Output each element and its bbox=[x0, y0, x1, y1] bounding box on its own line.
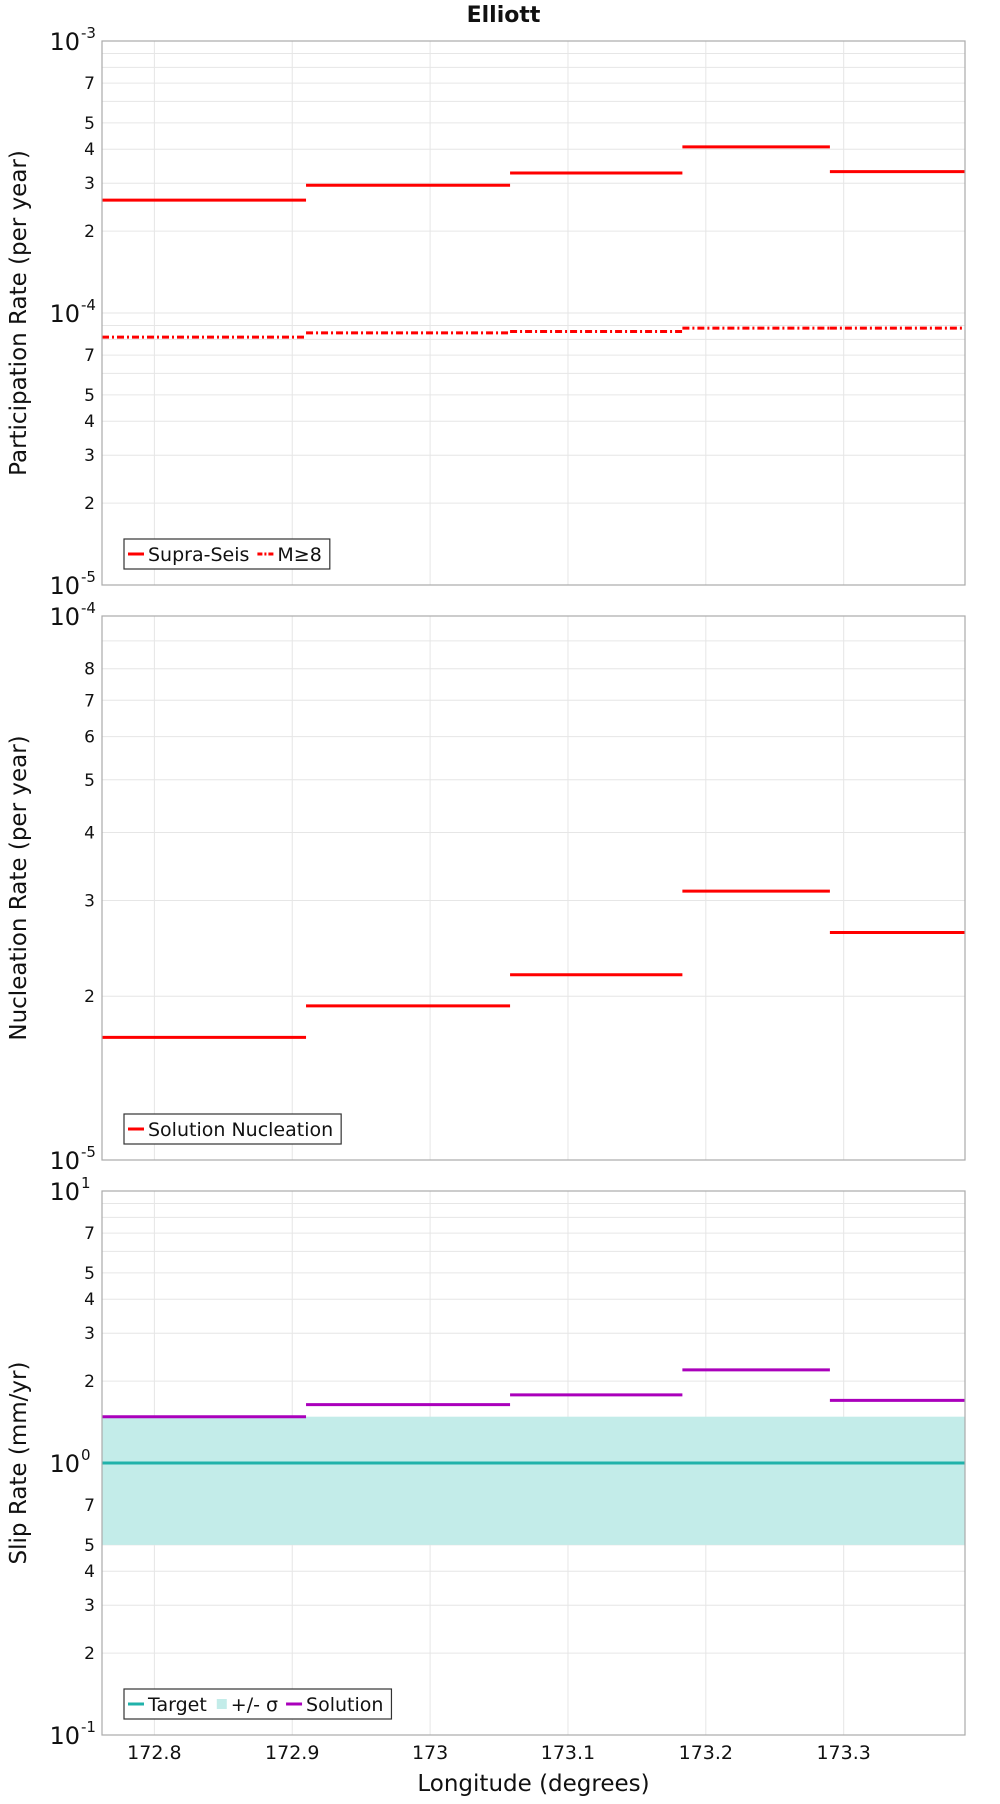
y-tick-major-base: 10 bbox=[49, 1722, 80, 1750]
y-tick-label: 2 bbox=[84, 1372, 95, 1392]
y-tick-label: 7 bbox=[84, 74, 95, 94]
sigma-band bbox=[102, 1416, 965, 1545]
y-tick-major-base: 10 bbox=[49, 28, 80, 56]
plot-frame bbox=[101, 1190, 966, 1736]
y-tick-major-exp: 0 bbox=[81, 1446, 91, 1464]
x-tick-label: 172.8 bbox=[127, 1742, 181, 1764]
y-tick-major-base: 10 bbox=[49, 572, 80, 600]
y-tick-label: 4 bbox=[84, 1290, 95, 1310]
y-tick-label: 7 bbox=[84, 1224, 95, 1244]
y-tick-label: 5 bbox=[84, 386, 95, 406]
legend-label: Target bbox=[147, 1694, 207, 1716]
y-axis-label: Slip Rate (mm/yr) bbox=[6, 1362, 32, 1565]
x-tick-label: 173.2 bbox=[679, 1742, 733, 1764]
y-tick-major-exp: -4 bbox=[81, 296, 96, 314]
y-tick-label: 8 bbox=[84, 660, 95, 680]
y-tick-major-exp: -4 bbox=[81, 599, 96, 617]
legend-label: Solution Nucleation bbox=[148, 1119, 333, 1141]
x-tick-label: 173.1 bbox=[541, 1742, 595, 1764]
y-tick-label: 2 bbox=[84, 987, 95, 1007]
y-tick-label: 2 bbox=[84, 494, 95, 514]
chart-title: Elliott bbox=[467, 3, 541, 28]
legend-swatch-band bbox=[216, 1699, 227, 1709]
legend-label: Supra-Seis bbox=[148, 544, 249, 566]
y-tick-label: 7 bbox=[84, 1496, 95, 1516]
y-tick-label: 4 bbox=[84, 412, 95, 432]
y-tick-label: 7 bbox=[84, 691, 95, 711]
y-tick-label: 4 bbox=[84, 140, 95, 160]
y-tick-major-base: 10 bbox=[49, 300, 80, 328]
y-tick-label: 3 bbox=[84, 446, 95, 466]
legend-box bbox=[123, 538, 331, 570]
y-tick-major-exp: -1 bbox=[81, 1718, 96, 1736]
y-axis-label: Participation Rate (per year) bbox=[6, 150, 32, 476]
x-axis-label: Longitude (degrees) bbox=[417, 1771, 649, 1797]
y-tick-label: 5 bbox=[84, 1536, 95, 1556]
y-tick-label: 7 bbox=[84, 346, 95, 366]
y-tick-major-base: 10 bbox=[49, 603, 80, 631]
y-tick-label: 2 bbox=[84, 1644, 95, 1664]
y-axis-label: Nucleation Rate (per year) bbox=[6, 735, 32, 1040]
legend-label: M≥8 bbox=[277, 544, 321, 566]
y-tick-label: 5 bbox=[84, 1264, 95, 1284]
y-tick-major-base: 10 bbox=[49, 1450, 80, 1478]
y-tick-label: 6 bbox=[84, 728, 95, 748]
y-tick-label: 4 bbox=[84, 823, 95, 843]
y-tick-major-exp: -5 bbox=[81, 1143, 96, 1161]
y-tick-major-exp: -3 bbox=[81, 24, 96, 42]
y-tick-label: 3 bbox=[84, 1596, 95, 1616]
legend-box bbox=[123, 1113, 342, 1145]
y-tick-major-base: 10 bbox=[49, 1147, 80, 1175]
x-tick-label: 173.3 bbox=[816, 1742, 870, 1764]
legend-box bbox=[123, 1688, 393, 1720]
plot-frame bbox=[101, 40, 966, 586]
y-tick-label: 2 bbox=[84, 222, 95, 242]
y-tick-label: 3 bbox=[84, 891, 95, 911]
y-tick-label: 4 bbox=[84, 1562, 95, 1582]
y-tick-label: 3 bbox=[84, 174, 95, 194]
y-tick-major-exp: 1 bbox=[81, 1174, 91, 1192]
legend-label: +/- σ bbox=[231, 1694, 278, 1716]
y-tick-major-base: 10 bbox=[49, 1178, 80, 1206]
y-tick-label: 5 bbox=[84, 771, 95, 791]
x-tick-label: 173 bbox=[412, 1742, 448, 1764]
x-tick-label: 172.9 bbox=[265, 1742, 319, 1764]
y-tick-major-exp: -5 bbox=[81, 568, 96, 586]
y-tick-label: 3 bbox=[84, 1324, 95, 1344]
plot-frame bbox=[101, 615, 966, 1161]
legend-label: Solution bbox=[306, 1694, 383, 1716]
y-tick-label: 5 bbox=[84, 114, 95, 134]
